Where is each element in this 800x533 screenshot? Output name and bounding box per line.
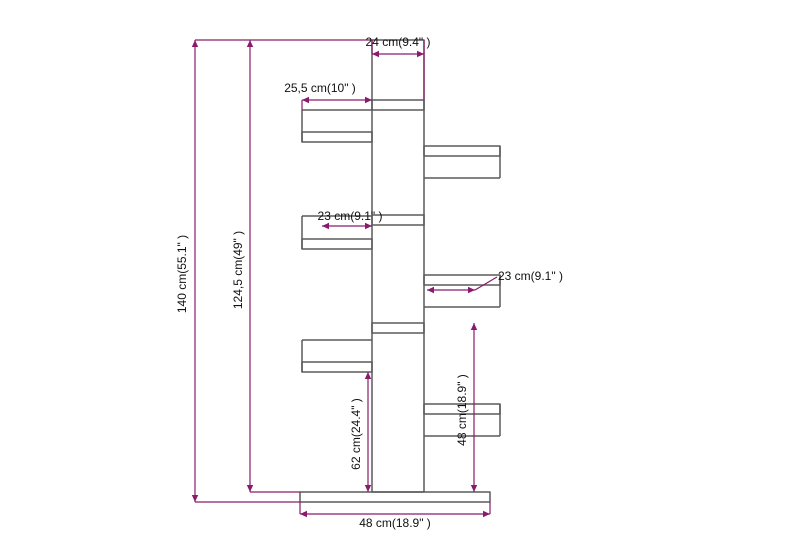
dim-label-left-shelf-width: 25,5 cm(10" ) bbox=[284, 81, 356, 95]
dim-label-top-shelf-width: 24 cm(9.4" ) bbox=[366, 35, 431, 49]
shelf-outline bbox=[300, 40, 500, 502]
diagram-svg: 140 cm(55.1" ) 124,5 cm(49" ) 62 cm(24.4" … bbox=[0, 0, 800, 533]
dim-label-base-width: 48 cm(18.9" ) bbox=[359, 516, 431, 530]
dim-label-total-height: 140 cm(55.1" ) bbox=[175, 235, 189, 313]
diagram-stage: 140 cm(55.1" ) 124,5 cm(49" ) 62 cm(24.4" … bbox=[0, 0, 800, 533]
dim-label-right-height: 48 cm(18.9" ) bbox=[455, 374, 469, 446]
dim-label-right-shelf-width: 23 cm(9.1" ) bbox=[498, 269, 563, 283]
dim-label-inner-height: 124,5 cm(49" ) bbox=[231, 231, 245, 309]
dim-label-mid-shelf-width: 23 cm(9.1" ) bbox=[318, 209, 383, 223]
dim-label-lower-shelf-height: 62 cm(24.4" ) bbox=[349, 398, 363, 470]
